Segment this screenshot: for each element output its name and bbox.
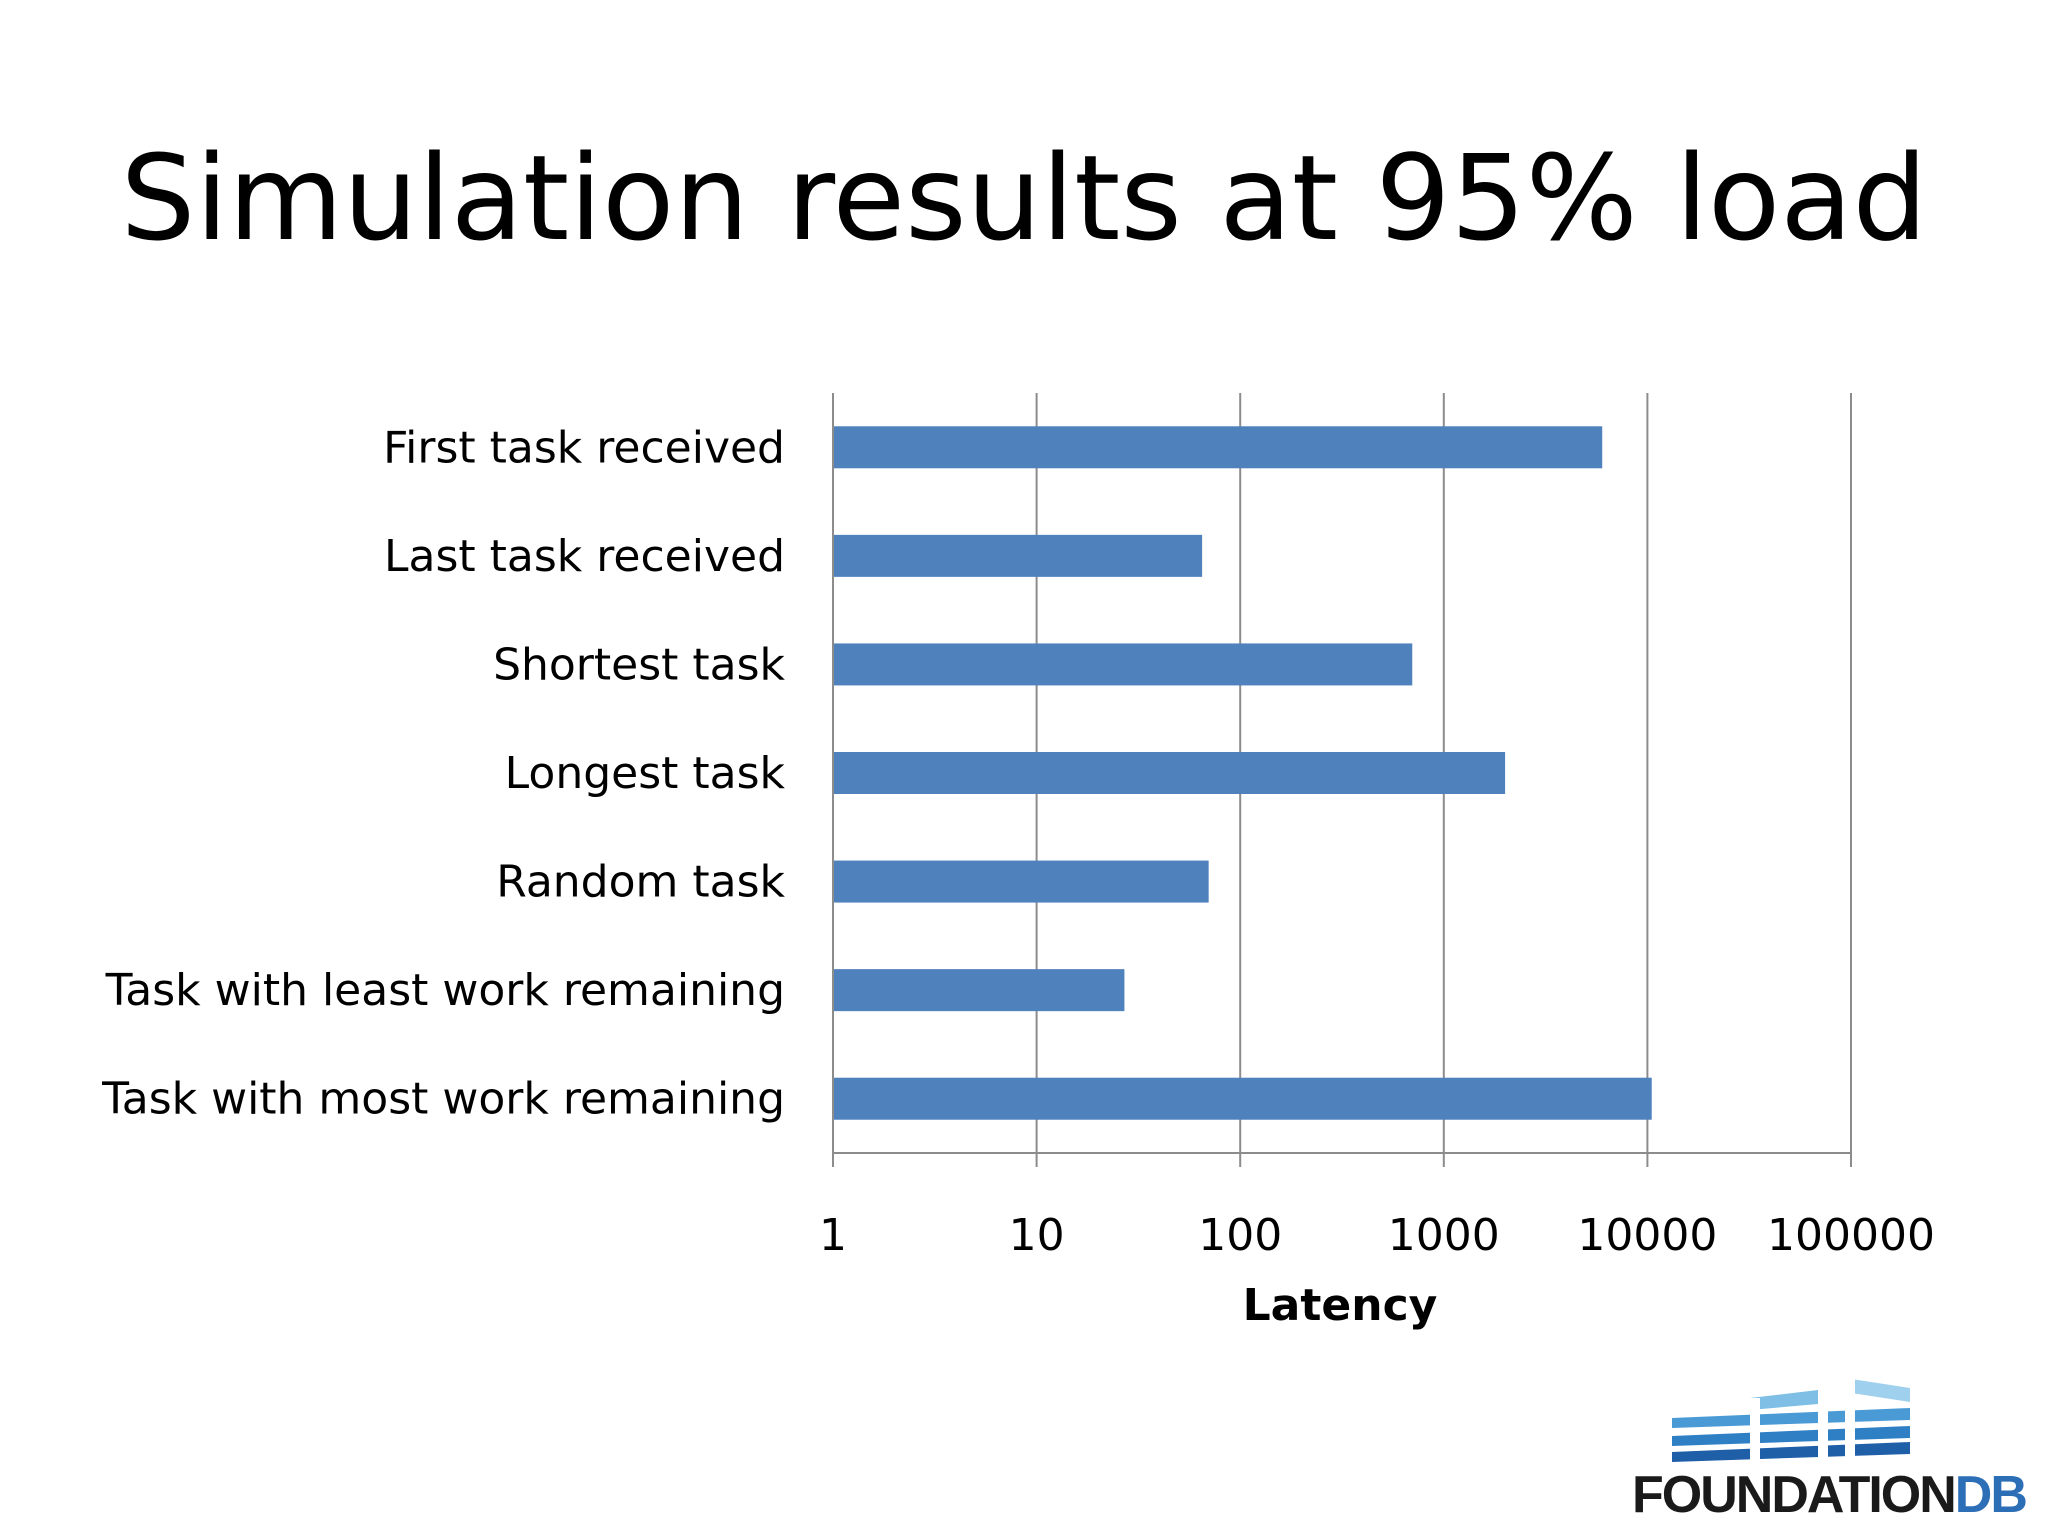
bar: [834, 534, 1203, 577]
building-stripes-icon: [1672, 1378, 1910, 1462]
bar: [834, 643, 1413, 686]
tick-label: 10000: [1577, 1210, 1717, 1261]
category-label: Last task received: [384, 531, 785, 582]
bar: [834, 860, 1209, 903]
tick-labels: 1 10 100 1000 10000 100000: [819, 1210, 1935, 1261]
slide-title: Simulation results at 95% load: [120, 129, 1928, 267]
bar: [834, 969, 1125, 1012]
category-label: First task received: [383, 422, 785, 473]
bars: [834, 426, 1652, 1120]
tick-label: 10: [1009, 1210, 1065, 1261]
tick-label: 1: [819, 1210, 847, 1261]
category-label: Task with most work remaining: [101, 1074, 785, 1125]
bar: [834, 752, 1506, 794]
foundationdb-logo: FOUNDATIONDB: [1620, 1370, 2040, 1524]
x-axis-title: Latency: [1243, 1280, 1438, 1331]
x-axis: [832, 393, 1852, 1167]
category-label: Task with least work remaining: [105, 965, 785, 1016]
logo-wordmark: FOUNDATIONDB: [1632, 1466, 2028, 1524]
bar: [834, 426, 1603, 469]
logo-word-db: DB: [1954, 1466, 2028, 1524]
tick-label: 100: [1198, 1210, 1282, 1261]
category-label: Longest task: [505, 748, 786, 799]
tick-label: 100000: [1767, 1210, 1935, 1261]
category-labels: First task received Last task received Sho…: [101, 422, 785, 1124]
tick-label: 1000: [1388, 1210, 1500, 1261]
category-label: Shortest task: [493, 639, 785, 690]
category-label: Random task: [496, 857, 785, 908]
logo-word-foundation: FOUNDATION: [1632, 1466, 1957, 1524]
bar: [834, 1077, 1652, 1120]
